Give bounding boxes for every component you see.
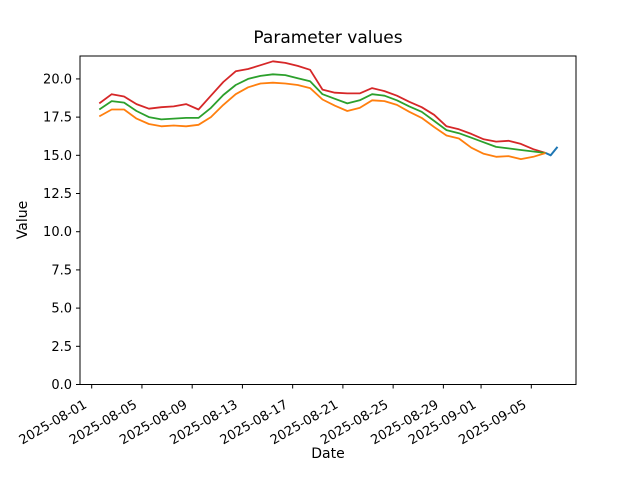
y-tick-label: 17.5 xyxy=(43,111,72,126)
y-tick-label: 15.0 xyxy=(43,149,72,164)
y-tick-label: 0.0 xyxy=(51,378,72,393)
y-tick-label: 12.5 xyxy=(43,187,72,202)
green-line xyxy=(98,73,546,154)
x-axis-label: Date xyxy=(311,446,345,462)
y-tick-label: 7.5 xyxy=(51,263,72,278)
y-tick-label: 10.0 xyxy=(43,225,72,240)
plot-border xyxy=(79,55,577,385)
chart-title: Parameter values xyxy=(253,28,403,48)
orange-line xyxy=(98,81,546,161)
red-line xyxy=(98,60,546,154)
blue-line xyxy=(545,146,559,157)
y-tick-label: 5.0 xyxy=(51,302,72,317)
y-tick-label: 2.5 xyxy=(51,340,72,355)
y-tick-label: 20.0 xyxy=(43,72,72,87)
